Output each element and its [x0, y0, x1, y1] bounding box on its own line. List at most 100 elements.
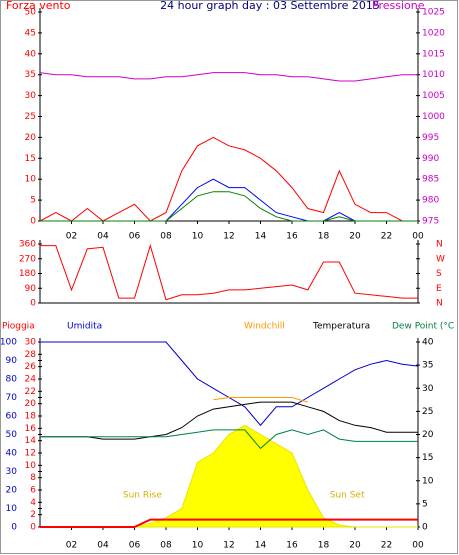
y3-tick-label: 8 [30, 473, 36, 483]
y3-tick-label: 6 [30, 486, 36, 496]
y2-tick-label: N [436, 240, 443, 250]
y-tick-label: 80 [6, 375, 18, 385]
x-tick-label: 18 [318, 232, 330, 242]
series-line [40, 243, 418, 301]
y2-tick-label: S [436, 269, 442, 279]
series-line [213, 397, 308, 403]
x-tick-label: 08 [160, 232, 172, 242]
y3-tick-label: 16 [25, 424, 37, 434]
y2-tick-label: 995 [422, 133, 439, 143]
annotation: Sun Rise [123, 491, 162, 501]
y-tick-label: 30 [6, 467, 18, 477]
y2-tick-label: 30 [422, 384, 434, 394]
y-tick-label: 100 [0, 338, 17, 348]
y-tick-label: 30 [25, 91, 37, 101]
x-tick-label: 16 [286, 541, 298, 551]
x-tick-label: 20 [349, 232, 361, 242]
y-tick-label: 270 [19, 254, 36, 264]
annotation: Sun Set [330, 491, 365, 501]
y2-tick-label: 1010 [422, 70, 445, 80]
y2-tick-label: 35 [422, 361, 433, 371]
y-tick-label: 0 [30, 217, 36, 227]
legend-label: Umidita [67, 322, 102, 332]
y2-tick-label: 980 [422, 196, 439, 206]
y2-tick-label: 5 [422, 499, 428, 509]
x-tick-label: 06 [129, 232, 141, 242]
chart-title: 24 hour graph day : 03 Settembre 2015 [160, 0, 380, 12]
y2-tick-label: 10 [422, 476, 434, 486]
y3-tick-label: 30 [25, 338, 37, 348]
series-line [40, 178, 418, 222]
legend-label: Pioggia [2, 322, 35, 332]
series-line [39, 136, 418, 222]
x-tick-label: 02 [66, 232, 77, 242]
series-line [39, 72, 418, 82]
y-tick-label: 50 [6, 430, 18, 440]
y2-tick-label: W [436, 254, 445, 264]
x-tick-label: 16 [286, 232, 298, 242]
y2-tick-label: 1020 [422, 28, 445, 38]
x-tick-label: 18 [318, 541, 330, 551]
x-tick-label: 00 [412, 541, 424, 551]
x-tick-label: 14 [255, 232, 267, 242]
y-tick-label: 20 [6, 486, 18, 496]
legend-label: Temperatura [312, 322, 370, 332]
y-tick-label: 40 [25, 49, 37, 59]
y2-tick-label: 20 [422, 430, 434, 440]
series-line [40, 401, 418, 440]
x-tick-label: 10 [192, 541, 204, 551]
y2-tick-label: 975 [422, 217, 439, 227]
x-tick-label: 06 [129, 541, 141, 551]
x-tick-label: 14 [255, 541, 267, 551]
legend-label: Windchill [244, 322, 285, 332]
y2-tick-label: 985 [422, 175, 439, 185]
x-tick-label: 04 [97, 541, 109, 551]
solar-area [40, 424, 418, 528]
y3-tick-label: 20 [25, 399, 37, 409]
y3-tick-label: 4 [30, 498, 36, 508]
x-tick-label: 02 [66, 541, 77, 551]
y-tick-label: 45 [25, 28, 36, 38]
y-tick-label: 90 [25, 284, 37, 294]
y-tick-label: 360 [19, 240, 36, 250]
legend-label: Dew Point (°C [392, 322, 454, 332]
series-line [40, 191, 418, 222]
wind-label: Forza vento [6, 0, 71, 12]
y-tick-label: 0 [30, 299, 36, 309]
y3-tick-label: 12 [25, 449, 36, 459]
x-tick-label: 20 [349, 541, 361, 551]
y-tick-label: 180 [19, 269, 36, 279]
y2-tick-label: 990 [422, 154, 439, 164]
y3-tick-label: 14 [25, 436, 37, 446]
y3-tick-label: 26 [25, 362, 37, 372]
y-tick-label: 35 [25, 70, 36, 80]
y3-tick-label: 28 [25, 350, 37, 360]
series-line [40, 518, 418, 528]
y2-tick-label: 40 [422, 338, 434, 348]
y2-tick-label: 1025 [422, 8, 445, 18]
x-tick-label: 08 [160, 541, 172, 551]
series-line [40, 429, 418, 450]
y-tick-label: 0 [11, 523, 17, 533]
x-tick-label: 10 [192, 232, 204, 242]
y3-tick-label: 2 [30, 510, 36, 520]
y2-tick-label: 15 [422, 453, 433, 463]
y-tick-label: 90 [6, 356, 18, 366]
y2-tick-label: 1000 [422, 112, 445, 122]
y-tick-label: 50 [25, 8, 37, 18]
y2-tick-label: 1005 [422, 91, 445, 101]
y2-tick-label: 0 [422, 523, 428, 533]
y3-tick-label: 18 [25, 412, 37, 422]
x-tick-label: 22 [381, 541, 392, 551]
y-tick-label: 70 [6, 393, 18, 403]
y-tick-label: 10 [6, 504, 18, 514]
pressure-label: Pressione [372, 0, 425, 12]
y2-tick-label: E [436, 284, 442, 294]
y-tick-label: 60 [6, 412, 18, 422]
y3-tick-label: 22 [25, 387, 36, 397]
y-tick-label: 5 [30, 196, 36, 206]
x-tick-label: 12 [223, 232, 234, 242]
y-tick-label: 10 [25, 175, 37, 185]
